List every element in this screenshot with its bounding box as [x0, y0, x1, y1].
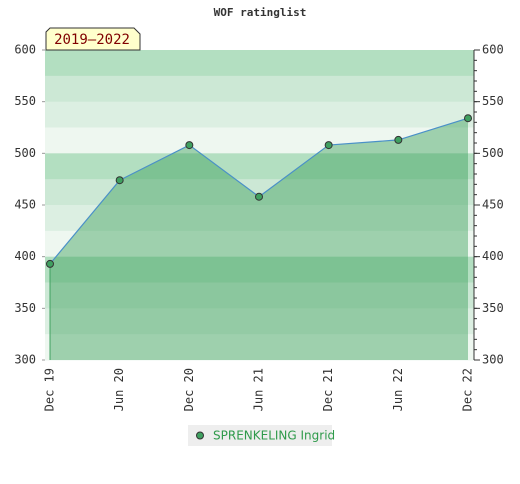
background-stripe: [45, 75, 474, 103]
x-tick-label: Dec 21: [321, 368, 335, 411]
point: [46, 259, 54, 268]
x-tick-label: Dec 20: [182, 368, 196, 411]
y2-tick-label: 300: [482, 353, 504, 367]
background-stripe: [45, 256, 474, 283]
background-stripe: [45, 205, 474, 232]
x-tick-label: Dec 19: [43, 368, 57, 411]
y2-tick-label: 500: [482, 146, 504, 160]
point: [394, 135, 403, 144]
y-tick-label: 600: [14, 43, 36, 57]
legend-box: [188, 425, 332, 446]
background-stripe: [45, 153, 474, 180]
y-tick-label: 450: [14, 198, 36, 212]
badge-label: 2019–2022: [54, 32, 130, 48]
y2-tick-label: 400: [482, 249, 504, 263]
background-stripe: [45, 230, 474, 258]
y-tick-label: 300: [14, 353, 36, 367]
y2-tick-label: 450: [482, 198, 504, 212]
legend-label: SPRENKELING Ingrid: [213, 429, 335, 443]
area: [50, 118, 468, 360]
y2-tick-label: 350: [482, 301, 504, 315]
x-tick-label: Jun 20: [112, 368, 126, 411]
background-stripe: [45, 127, 474, 154]
background-stripe: [45, 334, 474, 361]
y2-tick-label: 600: [482, 43, 504, 57]
x-tick-label: Dec 22: [461, 368, 475, 411]
y-tick-label: 400: [14, 249, 36, 263]
y-tick-label: 550: [14, 94, 36, 108]
y-tick-label: 500: [14, 146, 36, 160]
point: [255, 192, 263, 201]
point: [324, 141, 333, 150]
plot-area: [45, 50, 474, 361]
background-stripe: [45, 50, 474, 77]
point: [115, 176, 124, 185]
x-tick-label: Jun 22: [391, 368, 405, 411]
background-stripe: [45, 282, 474, 309]
point: [185, 141, 194, 150]
badge: [45, 27, 141, 51]
x-tick-label: Jun 21: [252, 368, 266, 411]
y-tick-label: 350: [14, 301, 36, 315]
background-stripe: [45, 101, 474, 128]
point: [464, 114, 472, 123]
legend-marker: [196, 431, 204, 440]
y2-tick-label: 550: [482, 94, 504, 108]
background-stripe: [45, 308, 474, 335]
chart-title: WOF ratinglist: [214, 6, 307, 19]
